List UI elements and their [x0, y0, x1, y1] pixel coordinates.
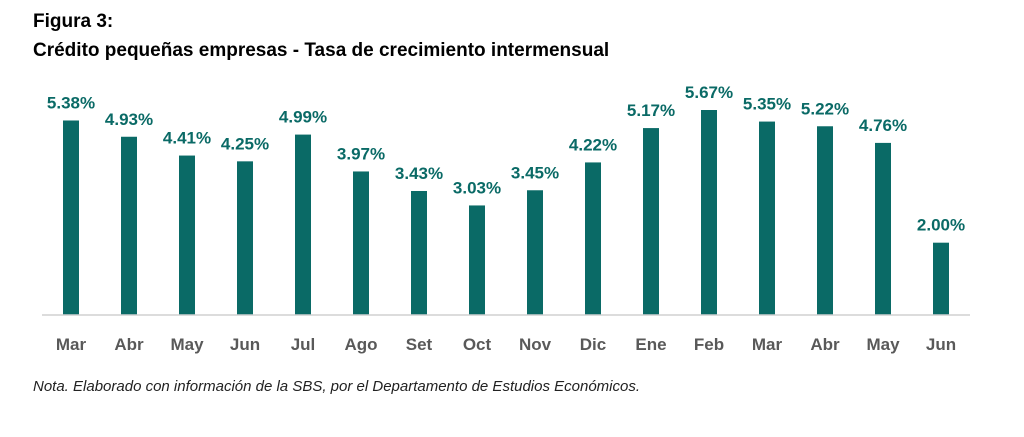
- bar-set-6: [411, 190, 427, 315]
- bar-jun-3: [237, 161, 253, 315]
- x-tick-label-4: Jul: [291, 335, 316, 354]
- bar-feb-11: [701, 110, 717, 315]
- x-tick-label-11: Feb: [694, 335, 724, 354]
- source-note: Nota. Elaborado con información de la SB…: [33, 378, 641, 395]
- x-tick-label-13: Abr: [810, 335, 840, 354]
- bar-mar-0: [63, 120, 79, 315]
- x-tick-labels-group: Mar Abr May Jun Jul Ago Set Oct Nov Dic Ene Feb Mar A…: [56, 335, 956, 354]
- x-tick-label-14: May: [866, 335, 900, 354]
- data-label-8: 3.45%: [511, 163, 559, 182]
- bar-ene-10: [643, 128, 659, 315]
- x-tick-label-7: Oct: [463, 335, 492, 354]
- data-label-15: 2.00%: [917, 216, 965, 235]
- data-label-4: 4.99%: [279, 108, 327, 127]
- bar-ago-5: [353, 171, 369, 315]
- bar-abr-1: [121, 136, 137, 315]
- data-label-3: 4.25%: [221, 134, 269, 153]
- bar-dic-9: [585, 162, 601, 315]
- data-label-13: 5.22%: [801, 99, 849, 118]
- data-label-2: 4.41%: [163, 129, 211, 148]
- data-label-7: 3.03%: [453, 178, 501, 197]
- chart-title: Crédito pequeñas empresas - Tasa de crec…: [33, 40, 610, 61]
- bar-nov-8: [527, 190, 543, 315]
- data-labels-group: 5.38% 4.93% 4.41% 4.25% 4.99% 3.97% 3.43% 3.03%…: [47, 83, 965, 235]
- x-tick-label-2: May: [170, 335, 204, 354]
- x-tick-label-0: Mar: [56, 335, 87, 354]
- data-label-11: 5.67%: [685, 83, 733, 102]
- x-tick-label-5: Ago: [344, 335, 377, 354]
- data-label-1: 4.93%: [105, 110, 153, 129]
- x-tick-label-8: Nov: [519, 335, 552, 354]
- x-tick-label-9: Dic: [580, 335, 606, 354]
- bar-mar-12: [759, 121, 775, 315]
- data-label-9: 4.22%: [569, 135, 617, 154]
- bar-may-14: [875, 142, 891, 315]
- data-label-14: 4.76%: [859, 116, 907, 135]
- bar-may-2: [179, 155, 195, 315]
- bar-jun-15: [933, 242, 949, 315]
- x-tick-label-3: Jun: [230, 335, 260, 354]
- data-label-6: 3.43%: [395, 164, 443, 183]
- bar-oct-7: [469, 205, 485, 315]
- bars-group: [63, 110, 949, 316]
- x-tick-label-6: Set: [406, 335, 433, 354]
- x-tick-label-12: Mar: [752, 335, 783, 354]
- data-label-0: 5.38%: [47, 93, 95, 112]
- data-label-5: 3.97%: [337, 144, 385, 163]
- x-tick-label-10: Ene: [635, 335, 666, 354]
- bar-jul-4: [295, 134, 311, 315]
- data-label-10: 5.17%: [627, 101, 675, 120]
- bar-abr-13: [817, 126, 833, 316]
- data-label-12: 5.35%: [743, 95, 791, 114]
- x-tick-label-15: Jun: [926, 335, 956, 354]
- figure-label: Figura 3:: [33, 11, 114, 32]
- x-tick-label-1: Abr: [114, 335, 144, 354]
